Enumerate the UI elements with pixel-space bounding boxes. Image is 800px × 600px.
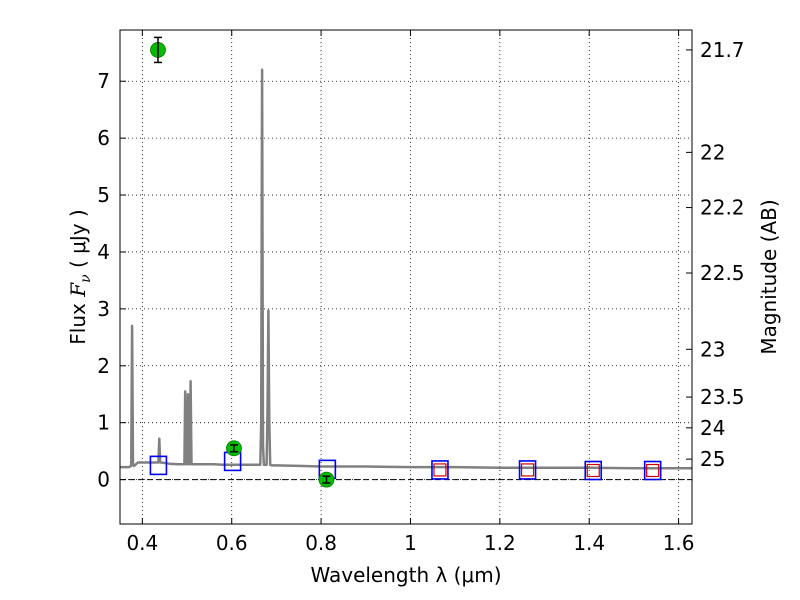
magnitude-tick-label: 23 [700, 337, 725, 361]
magnitude-tick-label: 24 [700, 416, 725, 440]
upper-limit-square [433, 463, 447, 477]
right-axis-label: Magnitude (AB) [757, 199, 781, 354]
x-tick-label: 0.6 [216, 531, 248, 555]
x-tick-label: 1.6 [663, 531, 695, 555]
magnitude-tick-label: 21.7 [700, 38, 745, 62]
x-axis-label: Wavelength λ (μm) [310, 563, 501, 587]
model-photometry-square [584, 460, 603, 481]
y-tick-label: 7 [97, 69, 110, 93]
upper-limit-square [520, 463, 535, 477]
upper-limit-square [586, 463, 600, 478]
y-tick-label: 0 [97, 468, 110, 492]
model-photometry-square [149, 455, 168, 476]
x-tick-label: 0.4 [126, 531, 158, 555]
y-axis-label: Flux Fν ( μJy ) [66, 209, 94, 344]
model-photometry-square [518, 460, 537, 480]
magnitude-tick-label: 22.2 [700, 196, 745, 220]
model-photometry-square [643, 460, 662, 481]
upper-limit-square [646, 463, 660, 478]
magnitude-tick-label: 22 [700, 140, 725, 164]
model-photometry-square [431, 460, 449, 480]
y-tick-label: 6 [97, 126, 110, 150]
model-spectrum-line [120, 68, 692, 470]
x-tick-label: 1.2 [484, 531, 516, 555]
x-tick-label: 1 [404, 531, 417, 555]
y-tick-label: 5 [97, 183, 110, 207]
x-tick-label: 1.4 [573, 531, 605, 555]
plot-frame [119, 29, 693, 525]
y-tick-label: 4 [97, 240, 110, 264]
axis-ticks: 0.4 0.6 0.8 1 1.2 1.4 1.60123456721.72222.222.… [97, 30, 745, 555]
y-tick-label: 1 [97, 411, 110, 435]
y-tick-label: 2 [97, 354, 110, 378]
grid-lines [120, 30, 692, 524]
magnitude-tick-label: 23.5 [700, 385, 745, 409]
data-marks [149, 36, 662, 488]
y-tick-label: 3 [97, 297, 110, 321]
magnitude-tick-label: 22.5 [700, 261, 745, 285]
magnitude-tick-label: 25 [700, 447, 725, 471]
x-tick-label: 0.8 [305, 531, 337, 555]
